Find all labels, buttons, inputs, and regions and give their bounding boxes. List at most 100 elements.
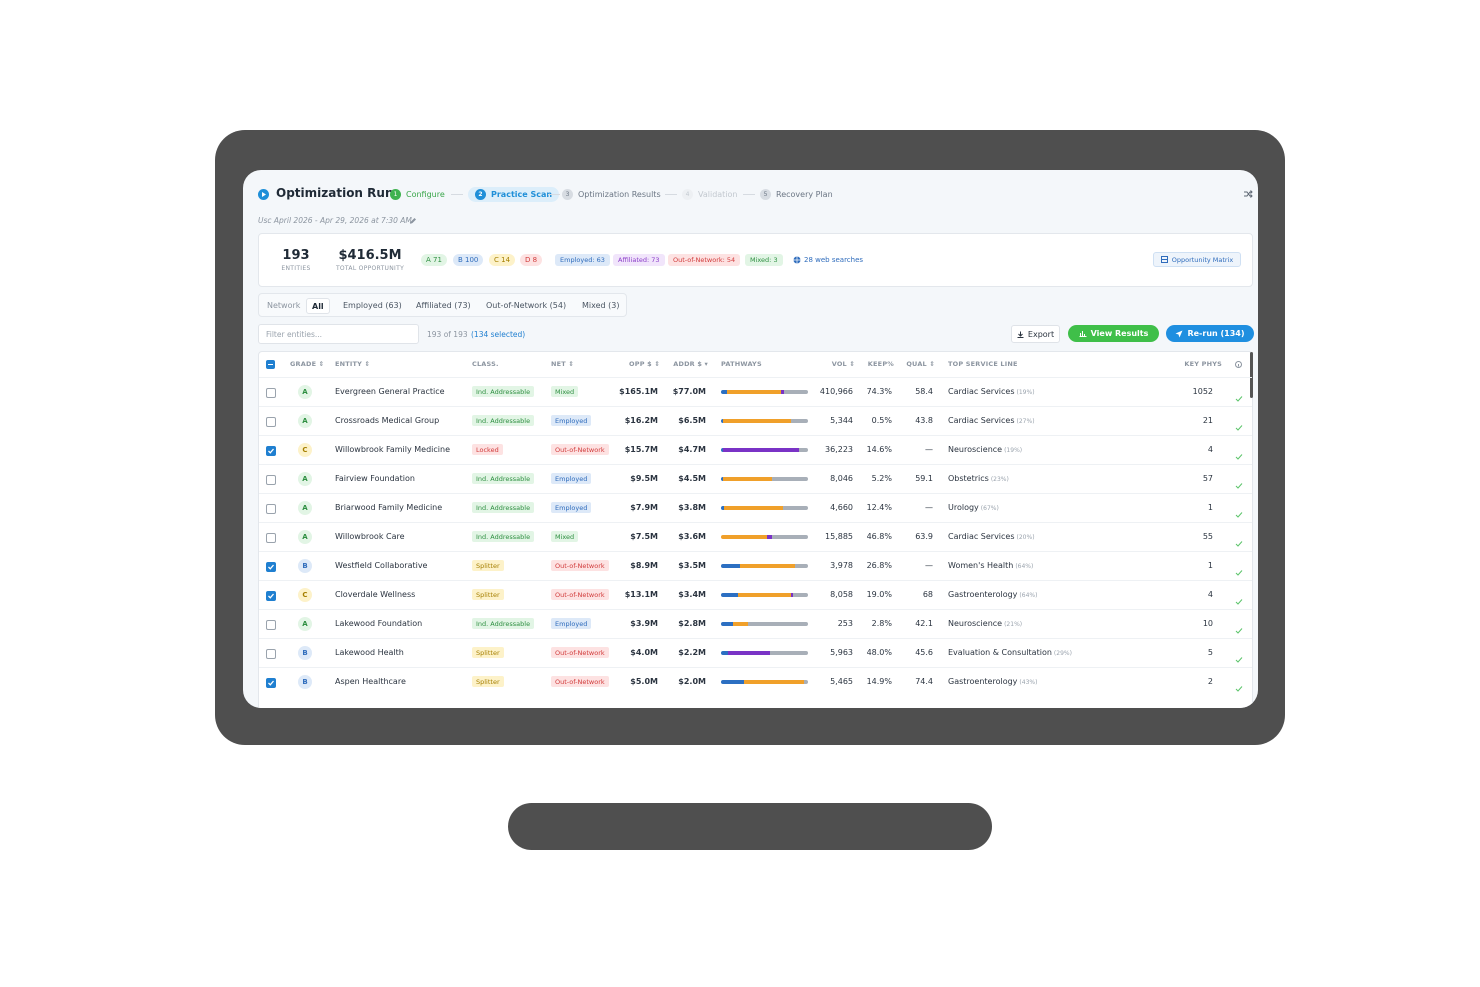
class-badge: Splitter	[472, 560, 504, 571]
table-row[interactable]: A Fairview Foundation Ind. Addressable Empl…	[259, 464, 1252, 493]
step[interactable]: 3 Optimization Results	[562, 187, 661, 202]
table-row[interactable]: A Briarwood Family Medicine Ind. Addressab…	[259, 493, 1252, 522]
top-service-line: Cardiac Services (19%)	[948, 387, 1035, 396]
step[interactable]: 5 Recovery Plan	[760, 187, 833, 202]
grade-chip[interactable]: C 14	[489, 254, 516, 266]
service-share: (19%)	[1016, 389, 1035, 396]
addressable: $77.0M	[672, 387, 706, 396]
column-header[interactable]: VOL ⇕	[831, 360, 855, 368]
row-checkbox[interactable]	[266, 417, 276, 427]
addressable: $3.5M	[678, 561, 706, 570]
pathway-segment	[803, 680, 808, 684]
network-badge: Out-of-Network	[551, 560, 609, 571]
service-share: (64%)	[1019, 592, 1038, 599]
tab[interactable]: Affiliated (73)	[416, 300, 471, 310]
edit-icon[interactable]	[409, 217, 417, 225]
button-label: Export	[1027, 329, 1055, 339]
column-header[interactable]: OPP $ ⇕	[629, 360, 660, 368]
network-chip[interactable]: Out-of-Network: 54	[668, 254, 741, 266]
tab[interactable]: All	[306, 298, 330, 314]
column-header[interactable]: ADDR $ ▾	[673, 360, 708, 368]
column-header[interactable]: TOP SERVICE LINE	[948, 360, 1018, 368]
shuffle-icon[interactable]	[1243, 189, 1253, 199]
pathway-segment	[791, 593, 794, 597]
step[interactable]: 4 Validation	[682, 187, 738, 202]
row-checkbox[interactable]	[266, 533, 276, 543]
column-header[interactable]: ENTITY ⇕	[335, 360, 371, 368]
table-row[interactable]: B Aspen Healthcare Splitter Out-of-Network $…	[259, 667, 1252, 696]
table-row[interactable]: B Lakewood Health Splitter Out-of-Network $4…	[259, 638, 1252, 667]
service-share: (21%)	[1004, 621, 1023, 628]
scrollbar[interactable]	[1250, 352, 1253, 398]
step[interactable]: 1 Configure	[390, 187, 445, 202]
row-checkbox[interactable]	[266, 678, 276, 688]
check-icon	[1235, 512, 1243, 518]
row-checkbox[interactable]	[266, 504, 276, 514]
row-checkbox[interactable]	[266, 620, 276, 630]
volume: 15,885	[825, 532, 853, 541]
send-icon	[1175, 330, 1183, 337]
grade-chip[interactable]: D 8	[520, 254, 543, 266]
export-button[interactable]: Export	[1011, 325, 1060, 343]
network-chip[interactable]: Employed: 63	[555, 254, 610, 266]
row-checkbox[interactable]	[266, 475, 276, 485]
column-header[interactable]: KEY PHYS	[1184, 360, 1222, 368]
pathway-segment	[772, 535, 808, 539]
table-row[interactable]: C Cloverdale Wellness Splitter Out-of-Netwo…	[259, 580, 1252, 609]
web-searches-link[interactable]: 28 web searches	[804, 256, 864, 264]
key-physicians: 1	[1207, 561, 1213, 570]
view-results-button[interactable]: View Results	[1068, 325, 1159, 342]
selected-count[interactable]: (134 selected)	[471, 330, 526, 339]
top-service-line: Urology (67%)	[948, 503, 999, 512]
row-checkbox[interactable]	[266, 649, 276, 659]
table-row[interactable]: A Willowbrook Care Ind. Addressable Mixed $7…	[259, 522, 1252, 551]
tab[interactable]: Mixed (3)	[582, 300, 620, 310]
filter-input[interactable]: Filter entities...	[258, 324, 419, 344]
grade-chip[interactable]: A 71	[421, 254, 447, 266]
quality: 43.8	[915, 416, 933, 425]
column-header[interactable]: NET ⇕	[551, 360, 575, 368]
run-icon	[258, 189, 269, 200]
addressable: $4.5M	[678, 474, 706, 483]
table-row[interactable]: A Evergreen General Practice Ind. Addressa…	[259, 377, 1252, 406]
pathway-segment	[721, 622, 734, 626]
grade-chip[interactable]: B 100	[453, 254, 484, 266]
pathway-segment	[721, 419, 723, 423]
class-badge: Ind. Addressable	[472, 502, 535, 513]
grade-badge: A	[298, 472, 312, 486]
pathway-segment	[727, 651, 770, 655]
status-check	[1235, 446, 1243, 465]
tab[interactable]: Employed (63)	[343, 300, 402, 310]
addressable: $3.8M	[678, 503, 706, 512]
table-row[interactable]: A Crossroads Medical Group Ind. Addressabl…	[259, 406, 1252, 435]
step[interactable]: 2 Practice Scan	[468, 187, 560, 202]
row-checkbox[interactable]	[266, 446, 276, 456]
row-checkbox[interactable]	[266, 388, 276, 398]
column-header[interactable]: GRADE ⇕	[290, 360, 325, 368]
step-label: Practice Scan	[491, 190, 553, 199]
addressable: $3.4M	[678, 590, 706, 599]
tab[interactable]: Out-of-Network (54)	[486, 300, 567, 310]
pathway-segment	[782, 506, 808, 510]
key-physicians: 1	[1207, 503, 1213, 512]
column-header[interactable]: KEEP%	[867, 360, 894, 368]
row-checkbox[interactable]	[266, 562, 276, 572]
column-header[interactable]: CLASS.	[472, 360, 499, 368]
rerun-button[interactable]: Re-run (134)	[1166, 325, 1254, 342]
addressable: $4.7M	[678, 445, 706, 454]
table-row[interactable]: B Westfield Collaborative Splitter Out-of-N…	[259, 551, 1252, 580]
table-row[interactable]: C Willowbrook Family Medicine Locked Out-of…	[259, 435, 1252, 464]
entity-name: Fairview Foundation	[335, 474, 415, 483]
table-row[interactable]: A Lakewood Foundation Ind. Addressable Empl…	[259, 609, 1252, 638]
network-chip[interactable]: Mixed: 3	[745, 254, 783, 266]
column-header[interactable]: PATHWAYS	[721, 360, 762, 368]
keep-percent: 12.4%	[866, 503, 892, 512]
keep-percent: 74.3%	[866, 387, 892, 396]
opportunity-matrix-button[interactable]: Opportunity Matrix	[1153, 252, 1241, 267]
info-icon[interactable]	[1235, 361, 1242, 368]
network-chip[interactable]: Affiliated: 73	[613, 254, 665, 266]
column-header[interactable]: QUAL ⇕	[906, 360, 935, 368]
row-checkbox[interactable]	[266, 591, 276, 601]
service-share: (43%)	[1019, 679, 1038, 686]
select-all-checkbox[interactable]	[266, 360, 275, 369]
